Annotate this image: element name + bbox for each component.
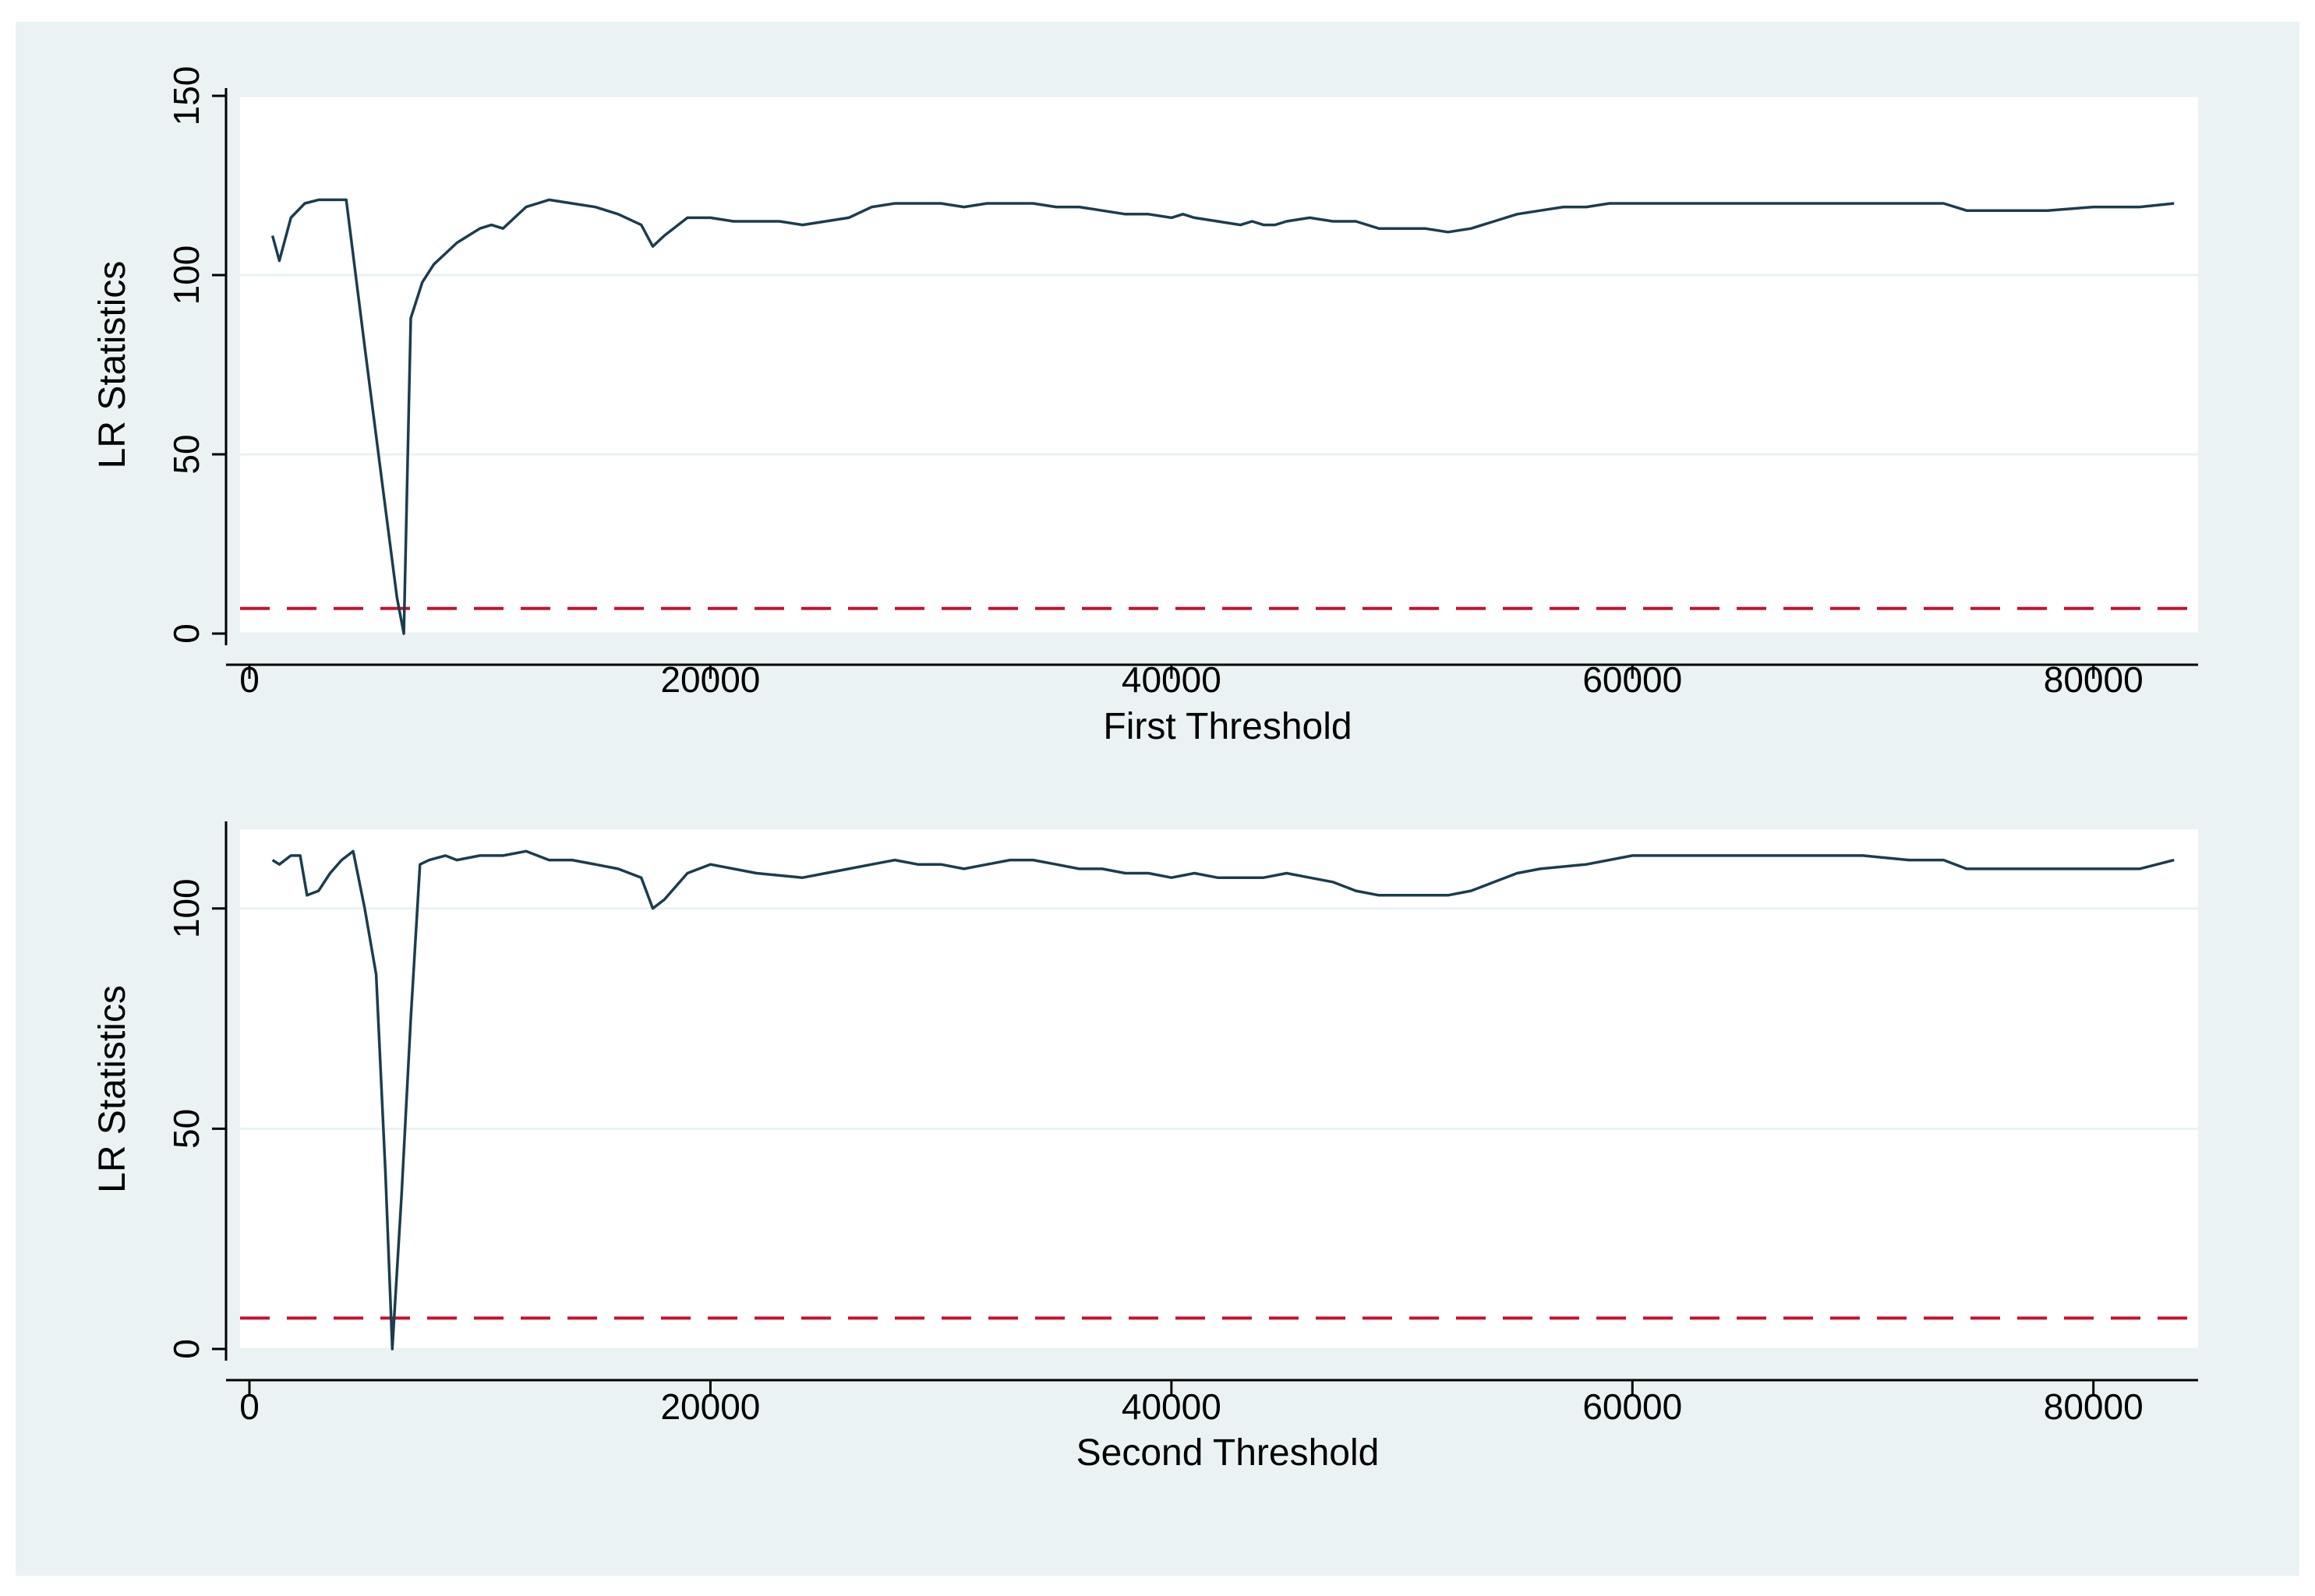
x-tick-label-2-3: 60000	[1582, 1386, 1682, 1427]
y-tick-label-2-2: 100	[166, 878, 207, 938]
x-axis-title-2: Second Threshold	[1076, 1432, 1380, 1474]
x-tick-label-1-0: 0	[239, 659, 260, 700]
x-tick-label-2-0: 0	[239, 1386, 260, 1427]
y-tick-label-2-0: 0	[166, 1339, 207, 1359]
x-tick-label-2-2: 40000	[1122, 1386, 1221, 1427]
y-tick-label-1-2: 100	[166, 245, 207, 305]
chart-svg: 0 50 100 150 0 20000 40000 60000 80000 LR Statist…	[92, 66, 2198, 1474]
plot-area-1	[240, 96, 2198, 634]
chart-frame: 0 50 100 150 0 20000 40000 60000 80000 LR Statist…	[16, 22, 2299, 1576]
y-axis-title-2: LR Statistics	[92, 985, 133, 1193]
x-tick-label-1-1: 20000	[660, 659, 760, 700]
x-tick-label-1-4: 80000	[2044, 659, 2144, 700]
x-axis-title-1: First Threshold	[1103, 706, 1352, 747]
y-tick-label-1-1: 50	[166, 434, 207, 474]
x-tick-label-2-4: 80000	[2044, 1386, 2144, 1427]
y-tick-label-1-0: 0	[166, 623, 207, 644]
x-tick-label-1-3: 60000	[1582, 659, 1682, 700]
x-tick-label-1-2: 40000	[1122, 659, 1221, 700]
plot-area-2	[240, 829, 2198, 1349]
y-axis-title-1: LR Statistics	[92, 261, 133, 469]
lr-statistic-series-2	[271, 849, 2175, 1351]
y-tick-label-2-1: 50	[166, 1109, 207, 1149]
x-tick-label-2-1: 20000	[660, 1386, 760, 1427]
lr-statistic-series-1	[270, 198, 2175, 635]
y-tick-label-1-3: 150	[166, 66, 207, 126]
